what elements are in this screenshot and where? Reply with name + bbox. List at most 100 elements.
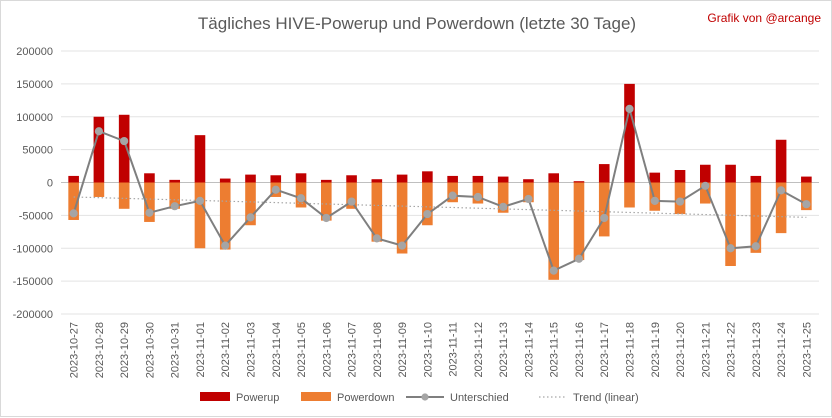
difference-point xyxy=(802,200,811,209)
y-tick-label: 100000 xyxy=(16,112,53,124)
difference-point xyxy=(94,127,104,136)
x-tick-label: 2023-11-06 xyxy=(321,322,333,377)
bar-powerdown xyxy=(422,182,433,226)
x-tick-label: 2023-11-09 xyxy=(397,322,409,377)
bar-powerdown xyxy=(371,182,383,242)
difference-point xyxy=(195,196,205,206)
x-tick-label: 2023-10-27 xyxy=(69,322,81,378)
y-tick-label: 150000 xyxy=(16,79,53,91)
y-tick-label: 50000 xyxy=(22,145,53,157)
bar-powerup xyxy=(447,175,458,183)
x-tick-label: 2023-11-19 xyxy=(650,322,662,377)
y-tick-label: 0 xyxy=(47,178,53,190)
difference-point xyxy=(221,241,230,250)
x-tick-label: 2023-11-12 xyxy=(473,322,485,377)
bar-powerup xyxy=(497,176,509,183)
difference-line xyxy=(69,104,811,275)
x-tick-label: 2023-11-02 xyxy=(220,322,232,377)
x-tick-label: 2023-10-29 xyxy=(119,322,131,378)
bar-powerdown xyxy=(649,182,661,211)
legend-item: Powerdown xyxy=(301,392,394,404)
bar-powerdown xyxy=(118,182,130,209)
x-tick-label: 2023-11-05 xyxy=(296,322,308,377)
bar-powerdown xyxy=(523,182,534,203)
difference-point xyxy=(473,192,482,202)
difference-point xyxy=(372,234,381,243)
bar-powerup xyxy=(144,173,155,183)
bar-powerdown xyxy=(548,182,560,280)
x-tick-label: 2023-11-01 xyxy=(195,322,207,377)
bar-powerdown xyxy=(725,182,736,267)
x-tick-label: 2023-11-21 xyxy=(700,322,712,377)
bar-powerup xyxy=(775,139,787,183)
legend-item: Powerup xyxy=(200,392,279,404)
difference-point xyxy=(777,186,786,195)
difference-point xyxy=(524,194,533,204)
difference-point xyxy=(650,196,659,206)
bar-powerdown xyxy=(245,182,256,226)
bar-powerup xyxy=(725,164,736,183)
bar-powerup xyxy=(674,170,686,183)
bar-powerdown xyxy=(396,182,408,254)
x-tick-label: 2023-11-18 xyxy=(625,322,637,377)
x-tick-label: 2023-10-28 xyxy=(94,322,106,378)
difference-point xyxy=(69,209,78,218)
x-tick-label: 2023-11-25 xyxy=(801,322,813,377)
legend-label: Powerdown xyxy=(337,392,394,404)
bar-powerup xyxy=(118,114,130,183)
x-tick-label: 2023-11-22 xyxy=(726,322,738,377)
y-axis: 200000 150000 100000 50000 0 -50000 -100000 -15… xyxy=(13,46,53,321)
x-tick-label: 2023-11-23 xyxy=(751,322,763,377)
bar-powerdown xyxy=(144,182,155,222)
bar-powerup xyxy=(295,173,307,183)
bar-powerup xyxy=(422,171,433,183)
bar-powerup xyxy=(649,172,661,183)
difference-point xyxy=(120,136,129,146)
difference-point xyxy=(398,241,407,250)
bar-powerdown xyxy=(624,182,635,208)
y-tick-label: -50000 xyxy=(19,210,53,222)
bar-powerup xyxy=(598,164,610,183)
trend-segment xyxy=(73,196,807,218)
x-tick-label: 2023-11-16 xyxy=(574,322,586,377)
legend: Powerup Powerdown Unterschied Trend (linear… xyxy=(200,392,639,404)
difference-polyline xyxy=(72,108,807,272)
bar-powerup xyxy=(573,181,585,183)
bar-powerup xyxy=(270,175,282,183)
bar-powerup xyxy=(169,179,181,183)
bar-powerdown xyxy=(573,182,585,261)
bar-powerup xyxy=(396,174,408,183)
bar-powerdown xyxy=(699,182,711,204)
difference-point xyxy=(675,197,685,206)
bar-powerdown xyxy=(68,182,79,220)
bar-powerdown xyxy=(801,182,812,211)
x-tick-label: 2023-11-10 xyxy=(422,322,434,377)
x-tick-label: 2023-11-11 xyxy=(448,322,460,377)
bar-powerdown xyxy=(93,182,105,197)
x-tick-label: 2023-11-13 xyxy=(498,322,510,377)
difference-point xyxy=(701,181,710,190)
bar-powerup xyxy=(93,116,105,183)
bars xyxy=(68,83,812,280)
x-axis: 2023-10-27 2023-10-28 2023-10-29 2023-10-30… xyxy=(69,322,814,378)
difference-point xyxy=(145,208,154,217)
x-tick-label: 2023-11-08 xyxy=(372,322,384,377)
difference-point xyxy=(499,202,508,211)
bar-powerup xyxy=(699,164,711,183)
y-tick-label: -150000 xyxy=(13,276,53,288)
bar-powerup xyxy=(750,175,762,183)
difference-point xyxy=(574,254,584,263)
bar-powerup xyxy=(624,83,635,183)
bar-powerup xyxy=(472,175,484,183)
legend-swatch xyxy=(200,392,230,401)
difference-point xyxy=(170,202,179,211)
bar-powerup xyxy=(801,176,812,183)
legend-swatch-marker xyxy=(421,393,429,401)
legend-label: Unterschied xyxy=(450,392,509,404)
difference-point xyxy=(625,104,634,113)
y-tick-label: -200000 xyxy=(13,309,53,321)
x-tick-label: 2023-11-15 xyxy=(549,322,561,377)
trend-line xyxy=(73,196,807,218)
